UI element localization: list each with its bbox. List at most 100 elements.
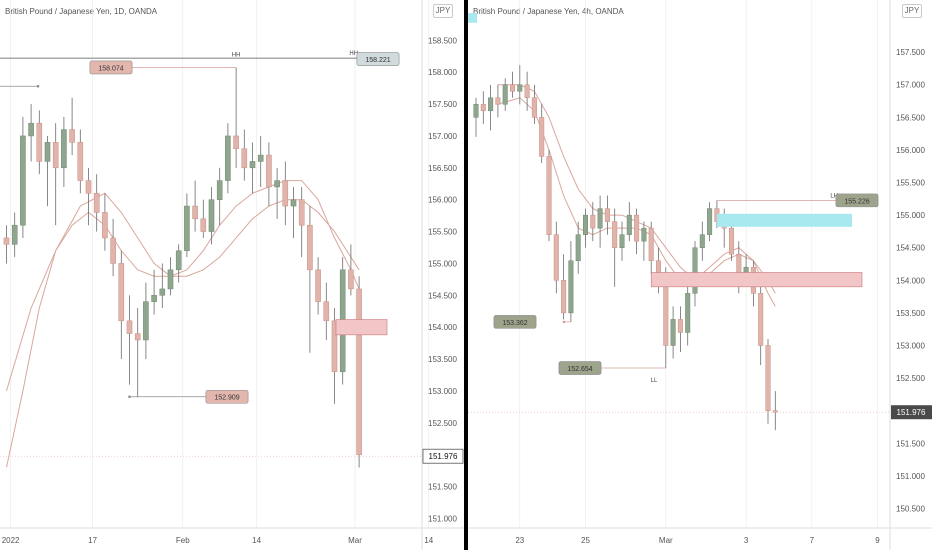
candle-body [619, 234, 625, 248]
candle [531, 84, 537, 124]
hh-value-label-text: 158.221 [365, 57, 390, 64]
candle [44, 135, 51, 207]
price-tick-label: 155.000 [896, 211, 925, 220]
price-tick-label: 156.000 [896, 146, 925, 155]
high-label-box [89, 60, 133, 75]
candle [634, 208, 640, 255]
candle [200, 199, 207, 238]
candle [331, 308, 338, 404]
candle [568, 241, 574, 322]
candle-body [634, 214, 640, 242]
panel-divider[interactable] [464, 0, 468, 550]
low-label: 153.362 [493, 315, 537, 329]
candle-body [134, 333, 141, 341]
candle-body [225, 135, 231, 181]
candle [495, 84, 501, 118]
ll-value-label: 152.654 [558, 361, 602, 375]
price-tick-label: 156.500 [896, 113, 925, 122]
price-tick-label: 157.000 [896, 81, 925, 90]
candle-body [480, 104, 486, 112]
candle-body [20, 135, 26, 226]
candle-body [208, 199, 215, 232]
candle-body [707, 208, 713, 235]
price-tick-label: 153.000 [896, 341, 925, 350]
chart-title: British Pound / Japanese Yen, 1D, OANDA [5, 7, 158, 16]
candle-body [509, 84, 516, 92]
candle [85, 167, 92, 226]
price-tick-label: 153.000 [428, 387, 457, 396]
candle-body [307, 224, 313, 271]
candle-body [77, 142, 84, 181]
moving-average-fast [6, 180, 360, 468]
candle [509, 71, 516, 98]
candle-body [488, 97, 494, 112]
candle [707, 202, 713, 242]
candle [216, 167, 223, 226]
candle [266, 142, 272, 207]
candle [143, 282, 149, 360]
candle-body [331, 320, 338, 373]
time-tick-label: 3 [744, 536, 749, 545]
currency-badge[interactable]: JPY [433, 4, 453, 18]
candle-body [11, 224, 18, 245]
candle [699, 221, 705, 261]
chart-panel-4h[interactable]: British Pound / Japanese Yen, 4h, OANDA … [468, 0, 932, 550]
price-tick-label: 158.500 [428, 36, 457, 45]
candle-body [290, 199, 297, 207]
time-tick-label: 25 [581, 536, 590, 545]
candle-body [93, 193, 100, 213]
candlestick-chart-daily[interactable]: 158.500 158.000 157.500 157.000 156.500 156.0… [0, 0, 464, 550]
candle-body [736, 253, 742, 275]
candle-body [216, 180, 223, 200]
candle [765, 338, 771, 424]
candle-body [52, 142, 59, 169]
low-label-box [493, 315, 537, 329]
price-tick-label: 151.000 [896, 472, 925, 481]
candle [553, 221, 559, 294]
last-price-text: 151.976 [897, 408, 926, 417]
candle [575, 221, 581, 274]
candle [546, 149, 552, 242]
hh-line-label: HH [349, 51, 358, 57]
candle [356, 276, 362, 468]
candle [77, 129, 84, 194]
candle [315, 257, 321, 315]
low-marker [562, 320, 566, 324]
time-tick-label: 14 [424, 536, 433, 545]
candle-body [604, 208, 610, 222]
candle [249, 142, 256, 194]
candle-body [648, 227, 654, 261]
candle [604, 195, 610, 235]
candle-body [274, 180, 280, 188]
chart-panel-daily[interactable]: British Pound / Japanese Yen, 1D, OANDA … [0, 0, 464, 550]
price-tick-label: 151.500 [896, 439, 925, 448]
candle-body [641, 227, 647, 242]
candle-body [495, 97, 501, 105]
last-price-box [422, 448, 464, 464]
candle-body [241, 148, 248, 169]
candle [208, 186, 215, 245]
candle [612, 208, 618, 287]
chart-title: British Pound / Japanese Yen, 4h, OANDA [473, 7, 624, 16]
candle-body [110, 237, 116, 264]
candle-body [575, 234, 581, 261]
candle [11, 212, 18, 258]
ll-text: LL [651, 378, 658, 384]
candle [192, 180, 198, 232]
candle-body [159, 288, 166, 296]
ll-value-label-box [558, 361, 602, 375]
candle [257, 135, 264, 187]
candle [323, 282, 330, 340]
candle-body [200, 218, 207, 232]
candle-body [758, 293, 764, 346]
candlestick-chart-4h[interactable]: 157.500 157.000 156.500 156.000 155.500 155.0… [468, 0, 932, 550]
low-label-text: 153.362 [502, 320, 527, 327]
candle [159, 263, 166, 309]
price-tick-label: 157.500 [428, 100, 457, 109]
candle-body [356, 288, 362, 455]
currency-badge[interactable]: JPY [902, 4, 922, 18]
candle [151, 269, 157, 315]
candle-body [192, 205, 198, 220]
candle [590, 202, 596, 242]
lh-text: LH [830, 193, 838, 199]
